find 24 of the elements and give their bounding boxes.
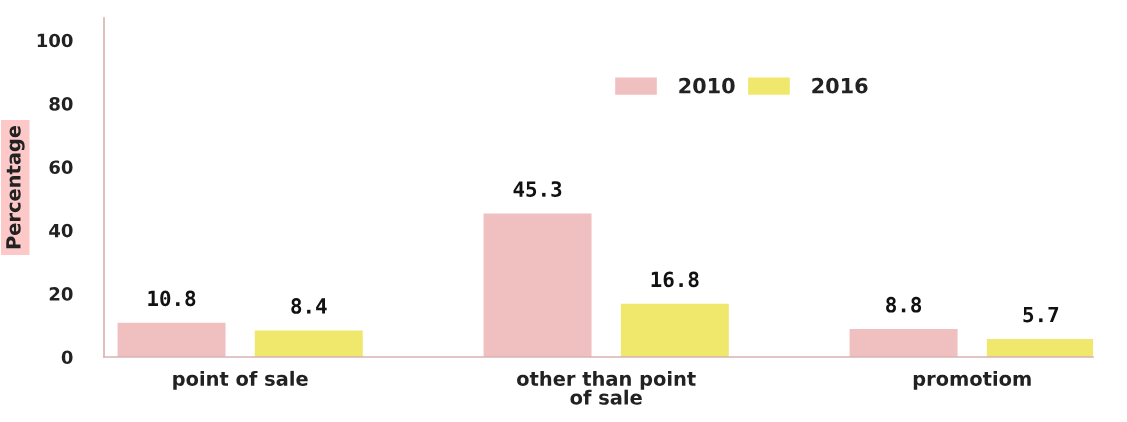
y-tick-label: 80 — [49, 97, 73, 111]
y-tick-label: 100 — [37, 33, 73, 48]
bar — [620, 303, 729, 357]
y-tick-label: 20 — [49, 287, 73, 301]
data-label: 8.8 — [886, 296, 922, 313]
x-tick-label: point of sale — [173, 370, 308, 390]
bar — [986, 338, 1093, 357]
data-label: 45.3 — [513, 181, 562, 197]
bar — [483, 213, 592, 357]
data-label: 8.4 — [291, 298, 327, 314]
y-tick-label: 0 — [61, 350, 73, 365]
data-label: 5.7 — [1023, 306, 1059, 323]
legend-label: 2016 — [812, 77, 868, 94]
bar — [117, 322, 226, 357]
y-axis-title: Percentage — [6, 125, 25, 249]
legend-label: 2010 — [679, 77, 735, 94]
x-tick-label: other than point of sale — [517, 370, 696, 405]
data-label: 10.8 — [148, 290, 196, 307]
bar — [849, 329, 958, 357]
bar — [254, 330, 363, 357]
data-label: 16.8 — [651, 271, 699, 288]
y-tick-label: 40 — [49, 223, 73, 238]
y-tick-label: 60 — [49, 160, 73, 175]
x-tick-label: promotiom — [913, 370, 1031, 390]
